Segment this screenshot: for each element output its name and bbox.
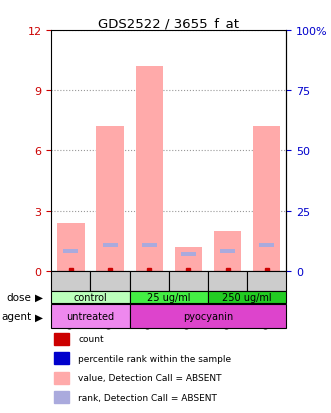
Text: value, Detection Call = ABSENT: value, Detection Call = ABSENT <box>78 373 222 382</box>
Bar <box>169 271 208 291</box>
Bar <box>253 127 280 271</box>
Bar <box>51 291 130 303</box>
Bar <box>181 253 196 256</box>
Text: 25 ug/ml: 25 ug/ml <box>147 292 191 302</box>
Bar <box>142 244 157 247</box>
Text: ▶: ▶ <box>35 292 43 302</box>
Text: control: control <box>73 292 107 302</box>
Bar <box>54 352 69 364</box>
Bar <box>103 244 118 247</box>
Text: pyocyanin: pyocyanin <box>183 312 233 322</box>
Text: agent: agent <box>2 312 32 322</box>
Bar <box>135 67 163 271</box>
Text: 250 ug/ml: 250 ug/ml <box>222 292 272 302</box>
Text: percentile rank within the sample: percentile rank within the sample <box>78 354 231 363</box>
Bar <box>247 271 286 291</box>
Bar <box>220 249 235 253</box>
Bar <box>130 305 286 329</box>
Bar <box>130 271 169 291</box>
Title: GDS2522 / 3655_f_at: GDS2522 / 3655_f_at <box>98 17 239 30</box>
Bar <box>63 249 78 253</box>
Text: untreated: untreated <box>67 312 115 322</box>
Text: dose: dose <box>7 292 31 302</box>
Bar <box>51 271 90 291</box>
Bar <box>259 244 274 247</box>
Bar <box>51 305 130 329</box>
Bar <box>130 291 208 303</box>
Text: rank, Detection Call = ABSENT: rank, Detection Call = ABSENT <box>78 393 217 402</box>
Bar <box>54 333 69 345</box>
Bar <box>54 372 69 384</box>
Bar <box>214 231 241 271</box>
Text: count: count <box>78 335 104 344</box>
Bar <box>57 223 85 271</box>
Bar <box>90 271 130 291</box>
Bar <box>208 271 247 291</box>
Bar <box>208 291 286 303</box>
Bar <box>175 247 202 271</box>
Bar <box>54 391 69 403</box>
Bar <box>96 127 124 271</box>
Text: ▶: ▶ <box>35 312 43 322</box>
